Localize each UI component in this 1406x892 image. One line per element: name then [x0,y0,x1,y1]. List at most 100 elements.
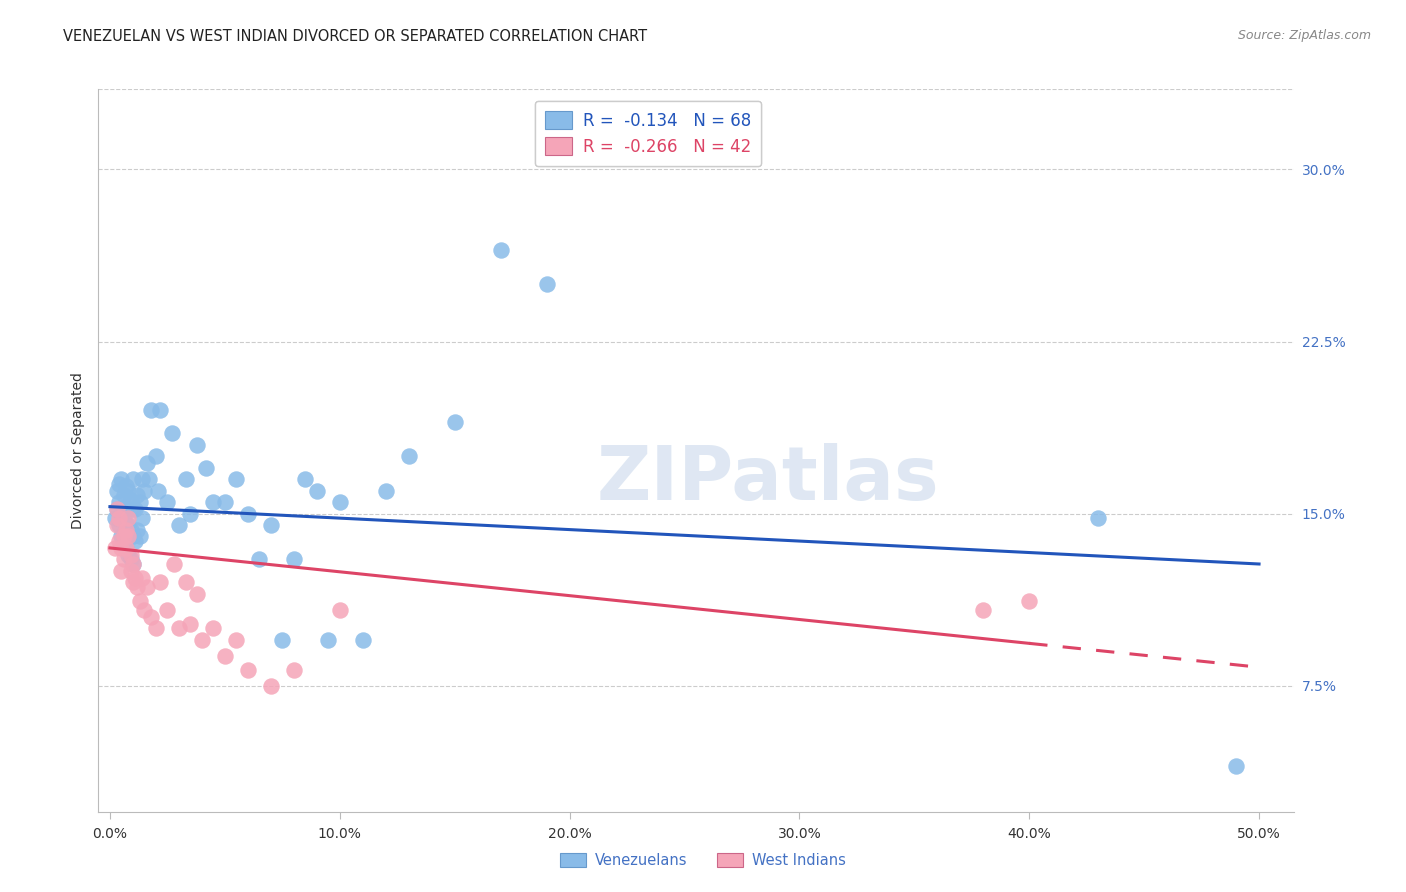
Point [214,648,236,663]
Point [141,403,163,417]
Point [122,575,145,590]
Point [148,483,170,498]
Point [972,603,994,617]
Point [179,507,201,521]
Point [167,518,190,533]
Point [117,511,139,525]
Point [260,518,283,533]
Point [260,679,283,693]
Point [127,580,149,594]
Point [1018,593,1040,607]
Point [105,483,128,498]
Point [112,534,135,549]
Point [108,476,131,491]
Point [122,529,145,543]
Point [236,507,259,521]
Point [122,557,145,571]
Point [115,523,138,537]
Point [108,534,131,549]
Point [398,449,420,463]
Point [1087,511,1109,525]
Point [536,277,558,292]
Point [236,663,259,677]
Point [191,632,214,647]
Y-axis label: Divorced or Separated: Divorced or Separated [72,372,86,529]
Point [117,518,139,533]
Point [186,438,208,452]
Point [135,456,157,470]
Point [174,575,197,590]
Point [134,483,156,498]
Point [163,557,186,571]
Point [112,511,135,525]
Point [305,483,328,498]
Point [283,552,305,566]
Point [127,523,149,537]
Text: ZIPatlas: ZIPatlas [596,442,939,516]
Point [179,616,201,631]
Point [329,495,352,509]
Point [115,541,138,555]
Point [124,571,146,585]
Point [1225,759,1247,773]
Point [115,541,138,555]
Point [103,511,125,525]
Point [225,472,247,486]
Point [283,663,305,677]
Point [108,495,131,509]
Point [247,552,270,566]
Point [120,548,142,562]
Point [134,603,156,617]
Point [115,518,138,533]
Point [443,415,465,429]
Point [489,243,512,257]
Point [271,632,294,647]
Point [316,632,339,647]
Point [120,552,142,566]
Point [374,483,396,498]
Point [117,483,139,498]
Point [127,488,149,502]
Text: Source: ZipAtlas.com: Source: ZipAtlas.com [1237,29,1371,42]
Point [117,548,139,562]
Point [110,472,132,486]
Point [110,541,132,555]
Point [112,488,135,502]
Point [128,495,150,509]
Point [145,449,167,463]
Point [202,621,225,635]
Point [214,495,236,509]
Point [329,603,352,617]
Text: VENEZUELAN VS WEST INDIAN DIVORCED OR SEPARATED CORRELATION CHART: VENEZUELAN VS WEST INDIAN DIVORCED OR SE… [63,29,647,44]
Point [108,518,131,533]
Point [352,632,374,647]
Point [225,632,247,647]
Point [202,495,225,509]
Point [167,621,190,635]
Point [149,403,172,417]
Point [156,603,179,617]
Point [117,529,139,543]
Point [112,529,135,543]
Point [120,523,142,537]
Point [122,502,145,516]
Point [122,472,145,486]
Point [186,587,208,601]
Point [124,502,146,516]
Point [110,564,132,578]
Point [108,511,131,525]
Point [115,500,138,514]
Point [124,534,146,549]
Point [160,426,183,441]
Point [131,511,153,525]
Legend: R =  -0.134   N = 68, R =  -0.266   N = 42: R = -0.134 N = 68, R = -0.266 N = 42 [534,101,762,166]
Point [131,472,153,486]
Point [103,541,125,555]
Point [105,502,128,516]
Point [138,472,160,486]
Point [294,472,316,486]
Point [112,552,135,566]
Legend: Venezuelans, West Indians: Venezuelans, West Indians [554,847,852,874]
Point [110,507,132,521]
Point [122,557,145,571]
